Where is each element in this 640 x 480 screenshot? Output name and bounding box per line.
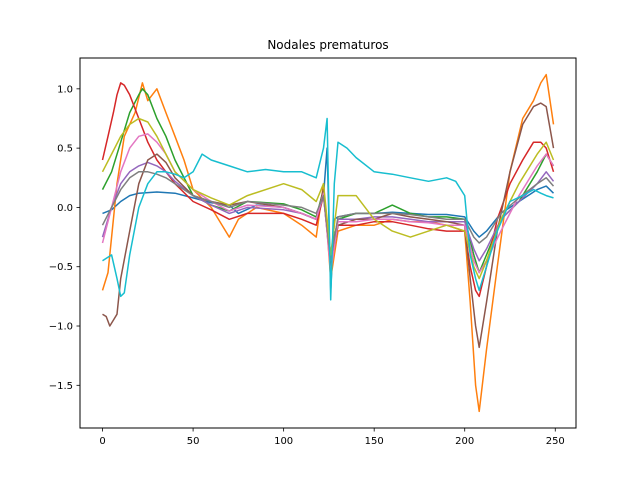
x-tick-label: 250 [546,436,565,447]
y-tick-label: 0.0 [57,203,73,214]
chart-title: Nodales prematuros [267,38,388,52]
y-tick-label: −1.0 [49,322,73,333]
y-tick-label: 1.0 [57,84,73,95]
series-line-9 [101,117,555,280]
y-tick-label: 0.5 [57,144,73,155]
x-tick-label: 200 [455,436,474,447]
x-tick-label: 0 [99,436,105,447]
y-tick-label: −1.5 [49,381,73,392]
x-tick-label: 100 [274,436,293,447]
x-tick-label: 50 [187,436,200,447]
series-line-10 [102,117,554,301]
y-axis: 1.0 0.5 0.0 −0.5 −1.0 −1.5 [49,84,80,392]
series-line-8 [101,171,555,262]
y-tick-label: −0.5 [49,262,73,273]
x-tick-label: 150 [365,436,384,447]
plot-frame [79,57,577,429]
x-axis: 0 50 100 150 200 250 [99,428,565,447]
series-layer [101,73,555,413]
